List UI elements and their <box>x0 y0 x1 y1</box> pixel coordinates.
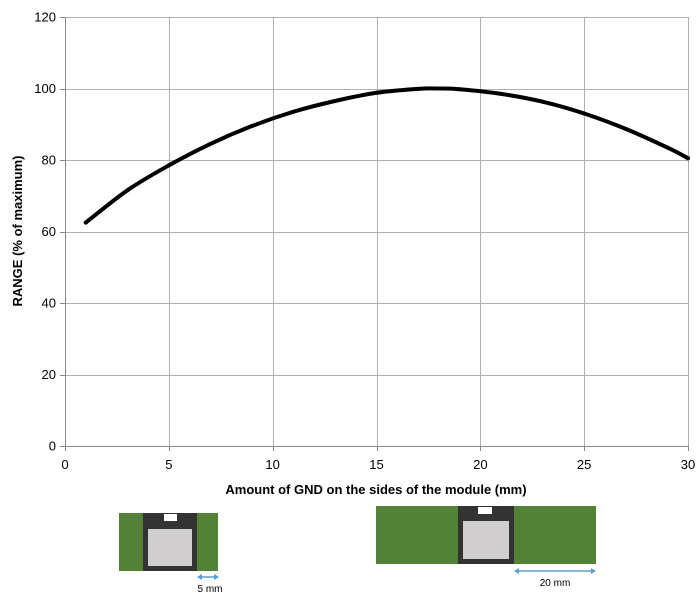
data-point <box>436 86 441 91</box>
data-point <box>623 126 628 131</box>
x-axis-title: Amount of GND on the sides of the module… <box>225 482 526 497</box>
module-antenna <box>478 507 492 514</box>
data-point <box>208 141 213 146</box>
x-tick-label: 0 <box>61 457 68 472</box>
data-point <box>125 188 130 193</box>
y-tick-label: 40 <box>42 296 56 311</box>
data-point <box>332 99 337 104</box>
diagram-5mm: 5 mm <box>119 513 223 593</box>
x-tick-label: 30 <box>681 457 695 472</box>
data-point <box>374 90 379 95</box>
data-point <box>83 220 88 225</box>
y-tick-label: 20 <box>42 367 56 382</box>
dimension-arrow <box>197 574 219 580</box>
y-tick-label: 120 <box>34 10 56 25</box>
series-line <box>83 86 690 225</box>
data-point <box>665 145 670 150</box>
tick-labels: 0 20 40 60 80 100 120 0 5 10 15 20 25 30 <box>34 10 695 473</box>
y-tick-label: 100 <box>34 81 56 96</box>
diagram-20mm: 20 mm <box>376 506 596 589</box>
dimension-arrow <box>514 568 596 574</box>
x-tick-label: 5 <box>165 457 172 472</box>
data-point <box>291 109 296 114</box>
dimension-label: 5 mm <box>198 584 223 593</box>
module-chip <box>463 521 509 559</box>
x-tick-label: 10 <box>265 457 279 472</box>
x-tick-label: 25 <box>577 457 591 472</box>
data-point <box>540 99 545 104</box>
grid <box>60 17 689 451</box>
y-axis-title: RANGE (% of maximum) <box>10 156 25 307</box>
data-point <box>249 124 254 129</box>
y-tick-label: 80 <box>42 153 56 168</box>
data-points <box>83 86 690 225</box>
x-tick-label: 15 <box>369 457 383 472</box>
y-tick-label: 0 <box>49 439 56 454</box>
y-tick-label: 60 <box>42 224 56 239</box>
x-tick-label: 20 <box>473 457 487 472</box>
data-point <box>582 111 587 116</box>
data-point <box>166 163 171 168</box>
data-point <box>416 86 421 91</box>
data-point <box>457 87 462 92</box>
data-point <box>686 156 690 161</box>
module-chip <box>148 529 192 566</box>
data-point <box>499 91 504 96</box>
dimension-label: 20 mm <box>540 578 571 589</box>
module-antenna <box>164 514 177 521</box>
